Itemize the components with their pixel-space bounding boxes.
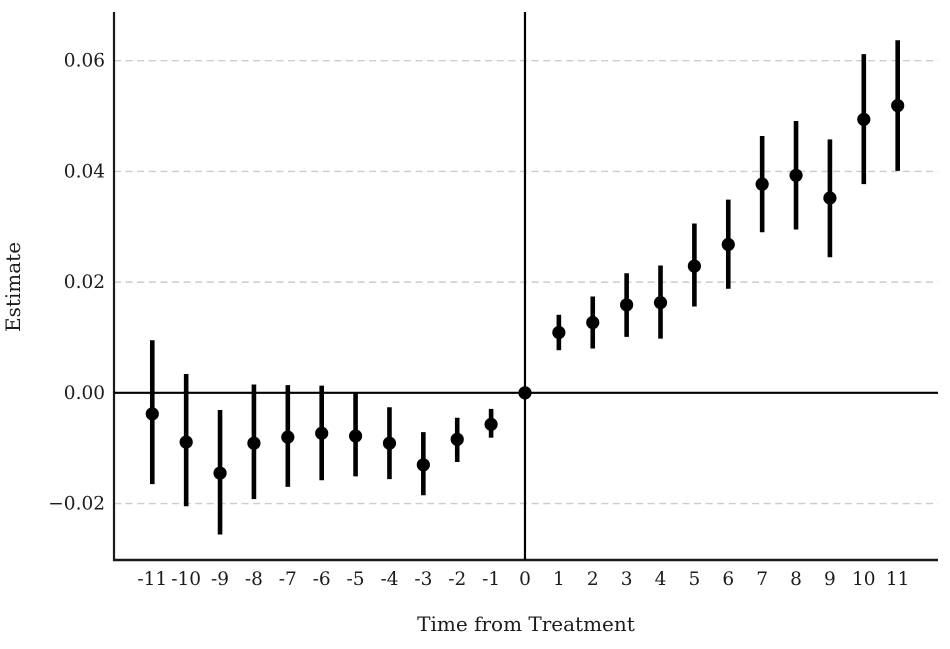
- estimate-point-t0: [518, 386, 532, 400]
- y-tick-label: 0.02: [64, 272, 105, 293]
- x-tick-label: 9: [824, 569, 836, 590]
- y-tick-label: −0.02: [48, 494, 105, 515]
- x-tick-label: 4: [655, 569, 667, 590]
- estimate-point-t6: [721, 237, 735, 252]
- x-tick-label: -1: [482, 569, 500, 590]
- estimate-point-t-9: [213, 466, 227, 480]
- y-tick-label: 0.00: [64, 383, 105, 404]
- x-tick-label: 2: [587, 569, 599, 590]
- estimate-point-t11: [891, 98, 905, 113]
- estimate-point-t-10: [179, 435, 193, 449]
- estimate-point-t1: [552, 325, 566, 340]
- estimate-point-t9: [823, 191, 837, 205]
- estimate-point-t-7: [281, 430, 295, 444]
- estimate-point-t8: [789, 168, 803, 182]
- x-tick-label: -10: [171, 569, 201, 590]
- estimate-point-t5: [687, 259, 701, 273]
- x-axis-title: Time from Treatment: [417, 612, 635, 636]
- x-tick-labels: -11 -10 -9 -8 -7 -6 -5 -4 -3 -2 -1 0 1 2 3 4 5 6 7 8 9 10 11: [137, 569, 909, 590]
- x-tick-label: 3: [621, 569, 633, 590]
- estimate-point-t10: [857, 112, 871, 126]
- x-tick-label: 6: [722, 569, 734, 590]
- x-tick-label: -3: [414, 569, 432, 590]
- y-tick-label: 0.06: [64, 51, 105, 72]
- estimate-point-t7: [755, 177, 769, 191]
- estimate-point-t-2: [450, 432, 464, 446]
- x-tick-label: -7: [279, 569, 297, 590]
- x-tick-label: -6: [313, 569, 331, 590]
- estimate-point-t2: [586, 315, 600, 330]
- y-axis-title: Estimate: [1, 242, 25, 332]
- y-tick-labels: −0.02 0.00 0.02 0.04 0.06: [48, 51, 105, 515]
- estimate-point-t-3: [416, 458, 430, 472]
- estimate-point-t4: [653, 296, 668, 310]
- x-tick-label: 1: [553, 569, 565, 590]
- estimate-point-t-11: [145, 407, 159, 421]
- x-tick-label: 0: [519, 569, 531, 590]
- x-tick-label: -9: [211, 569, 229, 590]
- x-tick-label: 8: [790, 569, 802, 590]
- x-tick-label: -8: [245, 569, 263, 590]
- y-tick-label: 0.04: [64, 161, 105, 182]
- estimate-point-t-8: [247, 436, 261, 450]
- x-tick-label: 5: [689, 569, 701, 590]
- x-tick-label: -2: [448, 569, 466, 590]
- estimate-point-t-6: [315, 426, 329, 440]
- estimate-point-t-5: [348, 429, 363, 443]
- x-tick-label: 7: [756, 569, 768, 590]
- x-tick-label: 10: [852, 569, 876, 590]
- x-tick-label: -5: [347, 569, 365, 590]
- x-tick-label: -4: [380, 569, 398, 590]
- point-estimates: [145, 98, 905, 480]
- estimate-point-t-4: [382, 436, 397, 450]
- x-tick-label: -11: [137, 569, 167, 590]
- x-tick-label: 11: [886, 569, 910, 590]
- estimate-point-t-1: [484, 417, 498, 431]
- estimate-point-t3: [620, 298, 634, 312]
